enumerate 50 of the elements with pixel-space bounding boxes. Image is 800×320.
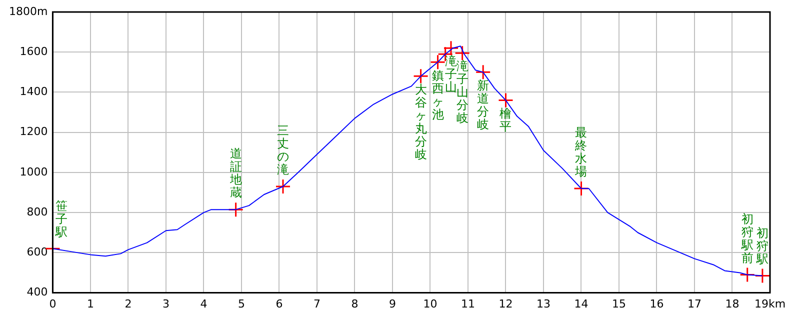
x-tick-label: 7: [313, 297, 320, 310]
point: [430, 54, 446, 70]
annotation: 新道分岐: [477, 78, 490, 132]
x-tick-label: 0: [49, 297, 56, 310]
point: [228, 202, 244, 218]
x-tick-label: 11: [460, 297, 475, 310]
x-tick-label: 14: [574, 297, 588, 310]
x-tick-label: 4: [200, 297, 208, 310]
x-tick-label: 13: [536, 297, 550, 310]
annotation: 大谷ヶ丸分岐: [414, 82, 427, 162]
x-tick-label: 19km: [754, 297, 786, 310]
y-tick-label: 600: [26, 246, 48, 259]
point: [573, 180, 589, 196]
annotation: 檜平: [500, 106, 512, 134]
y-tick-label: 1600: [20, 44, 48, 58]
y-tick-label: 1800m: [8, 4, 48, 18]
annotation: 笹子駅: [54, 198, 68, 239]
point: [740, 267, 756, 282]
x-tick-label: 18: [725, 297, 740, 310]
x-tick-label: 15: [612, 297, 626, 310]
x-tick-label: 3: [162, 297, 170, 310]
y-tick-label: 1200: [20, 125, 48, 138]
x-tick-label: 6: [276, 297, 283, 310]
annotation: 最終水場: [574, 126, 588, 179]
x-tick-label: 5: [238, 297, 245, 310]
point: [498, 92, 514, 108]
annotation: 初狩駅前: [740, 212, 754, 265]
annotation: 滝子山: [444, 54, 457, 94]
y-tick-label: 1000: [20, 165, 48, 178]
annotation: 鎮西ヶ池: [432, 68, 444, 122]
y-tick-label: 400: [26, 286, 48, 299]
point: [475, 64, 491, 80]
x-tick-label: 12: [498, 297, 513, 310]
x-tick-label: 2: [124, 297, 132, 310]
x-tick-label: 9: [388, 297, 396, 310]
point: [413, 68, 429, 84]
x-tick-label: 1: [86, 297, 94, 310]
annotation: 滝子山分岐: [456, 59, 468, 126]
x-tick-label: 17: [687, 297, 702, 310]
x-tick-label: 8: [351, 297, 358, 310]
annotation: 三丈の滝: [276, 124, 289, 177]
point: [275, 178, 291, 194]
x-tick-label: 10: [423, 297, 438, 310]
annotation: 道証地蔵: [228, 146, 242, 200]
y-tick-label: 800: [26, 205, 48, 218]
annotation: 初狩駅: [755, 226, 768, 266]
point: [754, 268, 770, 284]
y-tick-label: 1400: [20, 85, 48, 98]
x-tick-label: 16: [650, 297, 664, 310]
point: [443, 40, 459, 56]
